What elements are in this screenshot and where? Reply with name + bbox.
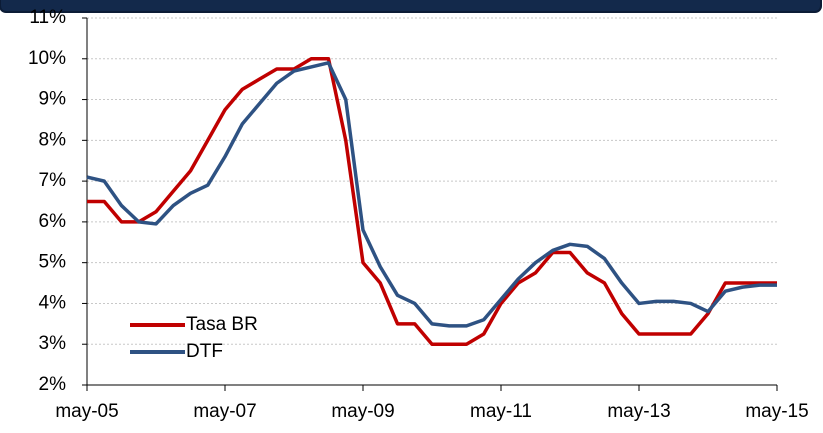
x-tick-label: may-15 <box>745 401 808 422</box>
y-tick-label: 4% <box>39 292 67 313</box>
y-tick-label: 5% <box>39 252 67 273</box>
y-tick-label: 2% <box>39 374 67 395</box>
header-band <box>0 0 822 13</box>
y-tick-label: 8% <box>39 129 67 150</box>
y-tick-label: 7% <box>39 170 67 191</box>
y-tick-label: 10% <box>28 48 66 69</box>
legend-label: Tasa BR <box>186 314 258 335</box>
y-tick-label: 11% <box>29 7 66 28</box>
legend-label: DTF <box>186 341 223 362</box>
x-tick-label: may-09 <box>331 401 394 422</box>
x-tick-label: may-05 <box>55 401 118 422</box>
y-tick-label: 6% <box>39 211 67 232</box>
y-tick-label: 3% <box>39 333 67 354</box>
x-tick-label: may-13 <box>607 401 670 422</box>
y-tick-label: 9% <box>39 89 67 110</box>
line-series <box>87 57 777 346</box>
line-series <box>86 61 777 328</box>
x-tick-label: may-11 <box>470 401 532 422</box>
x-tick-label: may-07 <box>193 401 256 422</box>
